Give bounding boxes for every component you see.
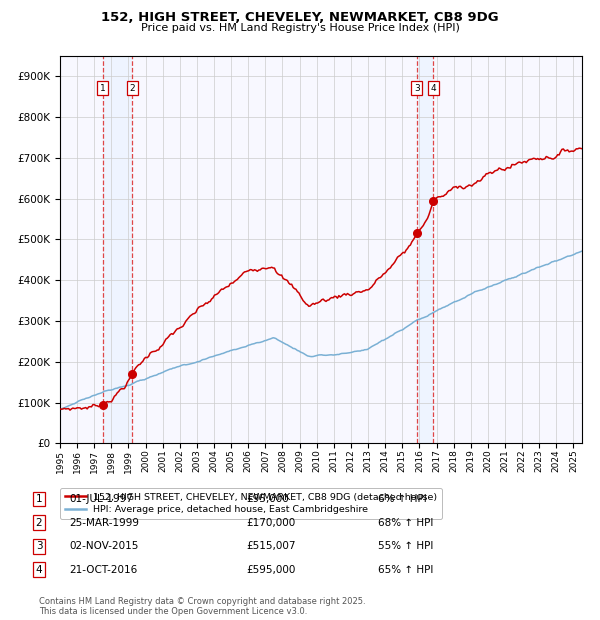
Text: 3: 3 bbox=[414, 84, 419, 93]
Bar bbox=[416, 56, 433, 443]
Text: 2: 2 bbox=[35, 518, 43, 528]
Text: 4: 4 bbox=[430, 84, 436, 93]
Text: £170,000: £170,000 bbox=[246, 518, 295, 528]
Text: 3: 3 bbox=[35, 541, 43, 551]
Bar bbox=[103, 56, 133, 443]
Text: 68% ↑ HPI: 68% ↑ HPI bbox=[378, 518, 433, 528]
Text: 21-OCT-2016: 21-OCT-2016 bbox=[69, 565, 137, 575]
Text: 25-MAR-1999: 25-MAR-1999 bbox=[69, 518, 139, 528]
Text: £595,000: £595,000 bbox=[246, 565, 295, 575]
Text: 4: 4 bbox=[35, 565, 43, 575]
Text: This data is licensed under the Open Government Licence v3.0.: This data is licensed under the Open Gov… bbox=[39, 606, 307, 616]
Text: Price paid vs. HM Land Registry's House Price Index (HPI): Price paid vs. HM Land Registry's House … bbox=[140, 23, 460, 33]
Text: 152, HIGH STREET, CHEVELEY, NEWMARKET, CB8 9DG: 152, HIGH STREET, CHEVELEY, NEWMARKET, C… bbox=[101, 11, 499, 24]
Text: 65% ↑ HPI: 65% ↑ HPI bbox=[378, 565, 433, 575]
Text: 55% ↑ HPI: 55% ↑ HPI bbox=[378, 541, 433, 551]
Legend: 152, HIGH STREET, CHEVELEY, NEWMARKET, CB8 9DG (detached house), HPI: Average pr: 152, HIGH STREET, CHEVELEY, NEWMARKET, C… bbox=[60, 488, 442, 519]
Text: £515,007: £515,007 bbox=[246, 541, 296, 551]
Text: 1: 1 bbox=[35, 494, 43, 504]
Text: £95,000: £95,000 bbox=[246, 494, 289, 504]
Text: 01-JUL-1997: 01-JUL-1997 bbox=[69, 494, 133, 504]
Text: 2: 2 bbox=[130, 84, 135, 93]
Text: 6% ↑ HPI: 6% ↑ HPI bbox=[378, 494, 427, 504]
Text: 02-NOV-2015: 02-NOV-2015 bbox=[69, 541, 139, 551]
Text: 1: 1 bbox=[100, 84, 106, 93]
Text: Contains HM Land Registry data © Crown copyright and database right 2025.: Contains HM Land Registry data © Crown c… bbox=[39, 597, 365, 606]
